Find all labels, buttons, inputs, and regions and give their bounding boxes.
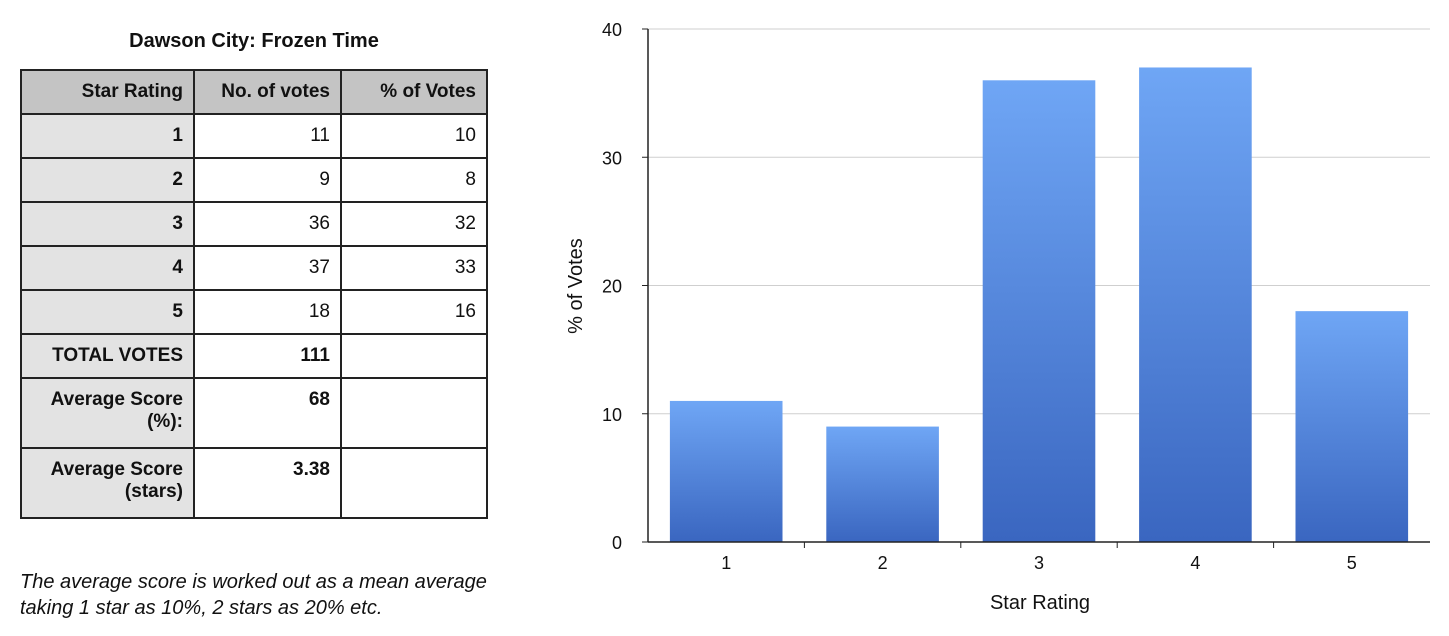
total-votes-label: TOTAL VOTES <box>20 333 195 379</box>
average-stars-label: Average Score (stars) <box>20 447 195 519</box>
total-votes-value: 111 <box>193 333 342 379</box>
table-row: 5 18 16 <box>20 289 488 335</box>
table-header-row: Star Rating No. of votes % of Votes <box>20 69 488 115</box>
rating-cell: 4 <box>20 245 195 291</box>
total-votes-row: TOTAL VOTES 111 <box>20 333 488 379</box>
votes-cell: 18 <box>193 289 342 335</box>
bar <box>982 80 1096 543</box>
rating-cell: 5 <box>20 289 195 335</box>
x-tick-label: 1 <box>721 553 731 573</box>
votes-cell: 9 <box>193 157 342 203</box>
empty-cell <box>340 377 488 449</box>
y-tick-label: 20 <box>602 277 622 297</box>
x-axis-title: Star Rating <box>990 592 1090 614</box>
x-tick-label: 4 <box>1190 553 1200 573</box>
votes-cell: 36 <box>193 201 342 247</box>
table-title: Dawson City: Frozen Time <box>129 30 379 52</box>
y-tick-label: 30 <box>602 148 622 168</box>
votes-cell: 11 <box>193 113 342 159</box>
average-stars-value: 3.38 <box>193 447 342 519</box>
header-star-rating: Star Rating <box>20 69 195 115</box>
bar <box>669 400 783 542</box>
x-tick-label: 5 <box>1347 553 1357 573</box>
header-pct-votes: % of Votes <box>340 69 488 115</box>
empty-cell <box>340 447 488 519</box>
x-tick-label: 3 <box>1034 553 1044 573</box>
bar <box>826 426 939 542</box>
footnote: The average score is worked out as a mea… <box>20 571 487 619</box>
table-row: 4 37 33 <box>20 245 488 291</box>
ratings-table: Star Rating No. of votes % of Votes 1 11… <box>20 69 488 519</box>
y-axis-title: % of Votes <box>565 238 587 334</box>
x-tick-label: 2 <box>878 553 888 573</box>
pct-cell: 16 <box>340 289 488 335</box>
average-pct-value: 68 <box>193 377 342 449</box>
average-pct-row: Average Score (%): 68 <box>20 377 488 449</box>
table-row: 3 36 32 <box>20 201 488 247</box>
average-stars-row: Average Score (stars) 3.38 <box>20 447 488 519</box>
bar-chart: 0 10 20 30 40 1 2 3 4 5 % of Votes Star Rating <box>565 20 1430 614</box>
rating-cell: 2 <box>20 157 195 203</box>
average-pct-label: Average Score (%): <box>20 377 195 449</box>
votes-cell: 37 <box>193 245 342 291</box>
empty-cell <box>340 333 488 379</box>
table-row: 2 9 8 <box>20 157 488 203</box>
header-no-of-votes: No. of votes <box>193 69 342 115</box>
rating-cell: 1 <box>20 113 195 159</box>
pct-cell: 8 <box>340 157 488 203</box>
pct-cell: 33 <box>340 245 488 291</box>
y-tick-label: 10 <box>602 405 622 425</box>
y-tick-label: 40 <box>602 20 622 40</box>
table-row: 1 11 10 <box>20 113 488 159</box>
y-tick-label: 0 <box>612 533 622 553</box>
bar <box>1295 311 1409 542</box>
bar <box>1139 67 1252 542</box>
pct-cell: 10 <box>340 113 488 159</box>
pct-cell: 32 <box>340 201 488 247</box>
rating-cell: 3 <box>20 201 195 247</box>
